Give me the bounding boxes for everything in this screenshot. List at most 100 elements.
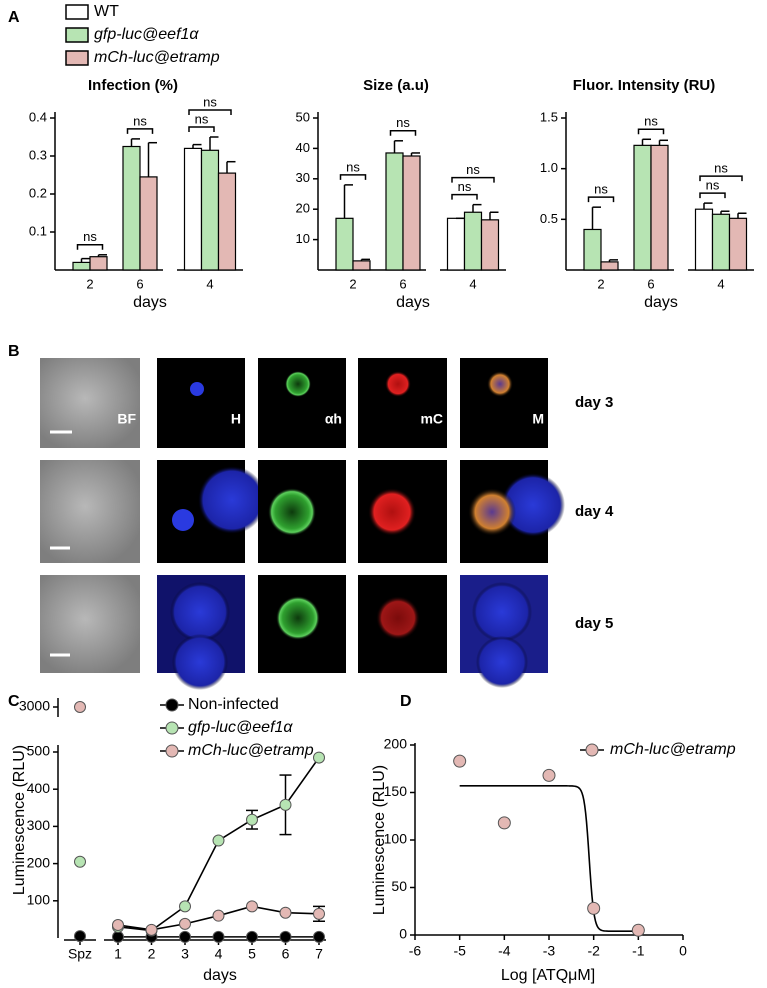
nucleus bbox=[472, 582, 532, 642]
x-tick-label: 6 bbox=[136, 276, 143, 291]
significance-bracket bbox=[637, 128, 665, 135]
x-tick-label: 4 bbox=[206, 276, 213, 291]
data-point bbox=[74, 855, 86, 868]
y-tick-label: 0.2 bbox=[29, 185, 47, 200]
y-tick-label: 10 bbox=[296, 231, 310, 246]
x-axis-label: days bbox=[396, 294, 430, 311]
significance-bracket bbox=[188, 126, 215, 132]
x-tick-label: 2 bbox=[86, 276, 93, 291]
legend-label: mCh-luc@etramp bbox=[94, 49, 220, 66]
panel-letter: B bbox=[8, 343, 20, 360]
fit-curve bbox=[459, 785, 639, 932]
micrograph bbox=[358, 358, 447, 448]
x-tick-label: 0 bbox=[679, 943, 687, 959]
micrograph bbox=[157, 358, 245, 448]
legend-swatch bbox=[65, 4, 89, 20]
data-point bbox=[112, 930, 124, 943]
y-tick-label: 1.5 bbox=[540, 109, 558, 124]
significance-bracket bbox=[339, 174, 367, 180]
data-point bbox=[212, 909, 225, 922]
y-tick-label: 50 bbox=[391, 878, 407, 894]
micrograph bbox=[40, 358, 140, 448]
x-axis-label: days bbox=[133, 294, 167, 311]
bar bbox=[89, 256, 108, 271]
significance-bracket bbox=[587, 196, 615, 203]
y-tick-label: 30 bbox=[296, 170, 310, 185]
x-tick-label: -1 bbox=[632, 943, 645, 959]
y-tick-label: 0.5 bbox=[540, 211, 558, 226]
chart-title: Fluor. Intensity (RU) bbox=[573, 77, 716, 94]
image-label: M bbox=[532, 411, 544, 427]
y-tick-label: 100 bbox=[27, 892, 51, 908]
x-axis-label: Log [ATQμM] bbox=[501, 967, 595, 984]
data-point bbox=[313, 930, 325, 943]
significance-bracket bbox=[389, 130, 417, 136]
data-point bbox=[587, 901, 601, 915]
bar bbox=[183, 147, 203, 271]
image-panel bbox=[40, 358, 565, 690]
legend-swatch bbox=[65, 27, 89, 43]
bar bbox=[633, 144, 652, 271]
nucleus bbox=[198, 466, 266, 534]
image-label: mC bbox=[420, 411, 443, 427]
x-tick-label: -4 bbox=[498, 943, 511, 959]
annotation: ns bbox=[203, 94, 217, 109]
image-label: αh bbox=[325, 411, 342, 427]
micrograph bbox=[40, 575, 140, 673]
bar bbox=[600, 261, 619, 271]
y-tick-label: 200 bbox=[384, 736, 408, 752]
x-tick-label: 6 bbox=[399, 276, 406, 291]
nucleus bbox=[501, 473, 565, 537]
annotation: ns bbox=[706, 178, 720, 193]
legend-swatch bbox=[65, 50, 89, 66]
bar bbox=[385, 152, 404, 271]
micrograph bbox=[460, 358, 548, 448]
cell bbox=[276, 596, 320, 640]
chart-title: Size (a.u) bbox=[363, 77, 429, 94]
bar bbox=[694, 208, 714, 271]
annotation: ns bbox=[466, 162, 480, 177]
cell bbox=[376, 596, 420, 640]
data-point bbox=[179, 917, 191, 930]
image-label: BF bbox=[117, 411, 136, 427]
x-tick-label: 4 bbox=[469, 276, 476, 291]
bar bbox=[72, 261, 91, 271]
data-point bbox=[279, 906, 292, 919]
x-tick-label: 4 bbox=[717, 276, 724, 291]
annotation: ns bbox=[594, 182, 608, 197]
chart-title: Infection (%) bbox=[88, 77, 178, 94]
data-point bbox=[279, 930, 292, 943]
micrograph bbox=[40, 460, 140, 563]
data-point bbox=[212, 930, 225, 943]
data-point bbox=[179, 900, 191, 913]
legend-marker bbox=[585, 743, 599, 757]
y-tick-label: 200 bbox=[27, 854, 51, 870]
nucleus bbox=[190, 382, 204, 396]
x-tick-label: 6 bbox=[282, 946, 290, 962]
legend-label: gfp-luc@eef1α bbox=[188, 719, 293, 736]
legend-marker bbox=[165, 721, 179, 735]
x-tick-label: 2 bbox=[597, 276, 604, 291]
image-label: H bbox=[231, 411, 241, 427]
bar bbox=[728, 217, 748, 271]
significance-bracket bbox=[126, 128, 154, 134]
bar bbox=[139, 176, 158, 271]
legend-label: Non-infected bbox=[188, 696, 279, 713]
row-label: day 5 bbox=[575, 615, 613, 632]
annotation: ns bbox=[83, 229, 97, 244]
cell bbox=[268, 488, 316, 536]
bar bbox=[711, 213, 731, 271]
legend-marker bbox=[165, 698, 179, 712]
x-axis-label: days bbox=[203, 967, 237, 984]
cell bbox=[368, 488, 416, 536]
y-tick-label: 20 bbox=[296, 201, 310, 216]
annotation: ns bbox=[714, 161, 728, 176]
bar bbox=[217, 172, 237, 271]
y-tick-label: 0.1 bbox=[29, 223, 47, 238]
data-point bbox=[631, 923, 645, 937]
significance-bracket bbox=[76, 244, 104, 250]
panel-letter: C bbox=[8, 693, 20, 710]
legend-label: mCh-luc@etramp bbox=[188, 742, 314, 759]
x-tick-label: 6 bbox=[647, 276, 654, 291]
